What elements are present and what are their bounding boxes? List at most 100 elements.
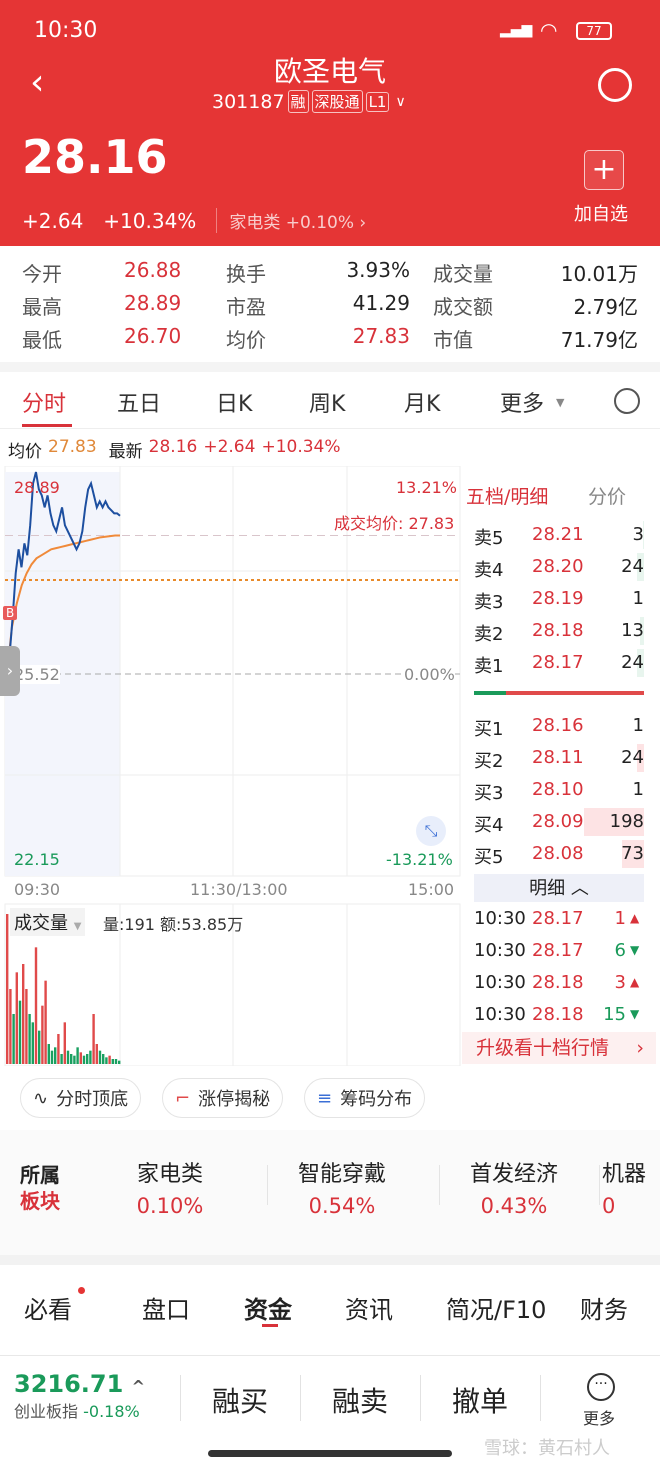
- level-label: 卖2: [474, 624, 504, 645]
- sector-item-name: 首发经济: [469, 1162, 558, 1187]
- nav-tab-2[interactable]: 资金: [244, 1296, 292, 1324]
- volume-bar: [98, 1050, 102, 1064]
- nav-tab-0[interactable]: 必看: [24, 1296, 72, 1324]
- sector-item-pct: 0.43%: [480, 1194, 548, 1218]
- chip-1[interactable]: ⌐ 涨停揭秘: [162, 1078, 284, 1118]
- stat-value: 26.70: [124, 324, 182, 348]
- level-label: 买1: [474, 719, 504, 740]
- stock-code-row[interactable]: 301187 融 深股通 L1 ∨: [212, 90, 406, 113]
- margin-sell-button[interactable]: 融卖: [332, 1385, 389, 1418]
- index-ticker[interactable]: 3216.71 ^ 创业板指 -0.18%: [14, 1370, 146, 1421]
- latest-pct: +10.34%: [261, 437, 341, 457]
- sector-item-pct: 0.10%: [136, 1194, 204, 1218]
- cancel-order-button[interactable]: 撤单: [452, 1385, 509, 1418]
- stat-label: 成交额: [433, 295, 493, 319]
- nav-tab-5[interactable]: 财务: [580, 1296, 628, 1324]
- label-line1: 所属: [20, 1163, 60, 1187]
- add-watchlist-label: 加自选: [574, 204, 628, 225]
- detail-toggle[interactable]: 明细 ︿: [474, 874, 644, 902]
- nav-tab-3[interactable]: 资讯: [345, 1296, 393, 1324]
- nav-tab-1[interactable]: 盘口: [142, 1296, 190, 1324]
- upgrade-banner[interactable]: 升级看十档行情 ›: [462, 1032, 656, 1064]
- volume-bar: [41, 1005, 44, 1064]
- tick-time: 10:30: [474, 908, 526, 929]
- buy-marker[interactable]: B: [3, 606, 18, 620]
- volume-selector[interactable]: 成交量 ▼: [10, 908, 86, 936]
- sector-item[interactable]: 家电类 0.10%: [100, 1156, 240, 1218]
- time-mid: 11:30/13:00: [190, 880, 288, 899]
- volume-bar: [79, 1052, 82, 1064]
- tick-time: 10:30: [474, 972, 526, 993]
- level-label: 买2: [474, 751, 504, 772]
- level-volume: 198: [609, 811, 644, 832]
- level-price: 28.17: [532, 652, 584, 673]
- level-price: 28.10: [532, 779, 584, 800]
- tab-5[interactable]: 更多: [500, 392, 545, 417]
- volume-bar: [15, 972, 18, 1064]
- level-volume: 24: [621, 652, 644, 673]
- volume-bar: [92, 1014, 95, 1064]
- tab-4[interactable]: 月K: [404, 392, 441, 417]
- stat-label: 最高: [22, 295, 62, 319]
- volume-bar: [114, 1059, 118, 1064]
- sector-item-name: 智能穿戴: [297, 1162, 386, 1187]
- level-label: 买5: [474, 847, 504, 868]
- tick-price: 28.18: [532, 1004, 584, 1025]
- volume-bar: [47, 1044, 50, 1064]
- tick-price: 28.17: [532, 908, 584, 929]
- trend-icon: ∿: [33, 1087, 49, 1109]
- avg-label: 均价: [8, 442, 42, 462]
- buy-sell-ratio-bar: [474, 691, 506, 695]
- avg-value: 27.83: [48, 437, 97, 457]
- volume-bar: [44, 980, 47, 1064]
- tab-1[interactable]: 五日: [117, 392, 162, 417]
- sector-item[interactable]: 机器 0: [602, 1156, 660, 1218]
- axis-pct-high: 13.21%: [396, 478, 458, 497]
- home-indicator[interactable]: [208, 1450, 452, 1457]
- more-icon[interactable]: ···: [587, 1373, 615, 1401]
- tab-3[interactable]: 周K: [309, 392, 346, 417]
- label-line2: 板块: [20, 1189, 60, 1213]
- add-watchlist-button[interactable]: +: [584, 150, 624, 190]
- level-label: 买3: [474, 783, 504, 804]
- chip-dist-icon: ≡: [317, 1087, 333, 1109]
- stat-label: 今开: [22, 262, 62, 286]
- volume-bar: [76, 1047, 79, 1064]
- expand-handle[interactable]: ›: [0, 646, 20, 696]
- sector-item-pct: 0: [602, 1194, 616, 1218]
- search-icon[interactable]: [598, 68, 632, 102]
- settings-icon[interactable]: [614, 388, 640, 414]
- tab-2[interactable]: 日K: [216, 392, 253, 417]
- fullscreen-icon[interactable]: ⤡: [416, 816, 446, 846]
- level-label: 卖3: [474, 592, 504, 613]
- sector-item[interactable]: 首发经济 0.43%: [444, 1156, 584, 1218]
- tick-volume: 6: [614, 940, 626, 961]
- chip-0[interactable]: ∿ 分时顶底: [20, 1078, 142, 1118]
- detail-label: 明细: [529, 878, 566, 899]
- orderbook-tab[interactable]: 五档/明细: [466, 486, 549, 508]
- stat-value: 2.79亿: [573, 295, 638, 319]
- stat-value: 26.88: [124, 258, 182, 282]
- sector-link[interactable]: 家电类 +0.10% ›: [216, 208, 366, 233]
- chip-2[interactable]: ≡ 筹码分布: [304, 1078, 426, 1118]
- level-price: 28.16: [532, 715, 584, 736]
- level-volume: 3: [632, 524, 644, 545]
- stock-header: 10:30 ▂▄▆ ◠ 77 ‹ 欧圣电气 301187 融 深股通 L1 ∨ …: [0, 0, 660, 246]
- depth-bar: [636, 649, 644, 677]
- wifi-icon: ◠: [540, 18, 558, 42]
- price-dist-tab[interactable]: 分价: [588, 486, 627, 508]
- margin-buy-button[interactable]: 融买: [212, 1385, 269, 1418]
- level-label: 卖1: [474, 656, 504, 677]
- tab-0[interactable]: 分时: [22, 392, 67, 417]
- back-icon[interactable]: ‹: [30, 62, 45, 103]
- intraday-chart[interactable]: [0, 466, 462, 1066]
- chart-summary: 均价 27.83 最新 28.16 +2.64 +10.34%: [8, 437, 341, 462]
- more-label[interactable]: 更多: [583, 1409, 616, 1428]
- volume-bar: [70, 1054, 73, 1064]
- time-start: 09:30: [14, 880, 61, 899]
- level-volume: 73: [621, 843, 644, 864]
- stock-name: 欧圣电气: [273, 55, 386, 88]
- sector-item[interactable]: 智能穿戴 0.54%: [272, 1156, 412, 1218]
- nav-tab-4[interactable]: 简况/F10: [446, 1296, 547, 1324]
- volume-bar: [86, 1054, 89, 1064]
